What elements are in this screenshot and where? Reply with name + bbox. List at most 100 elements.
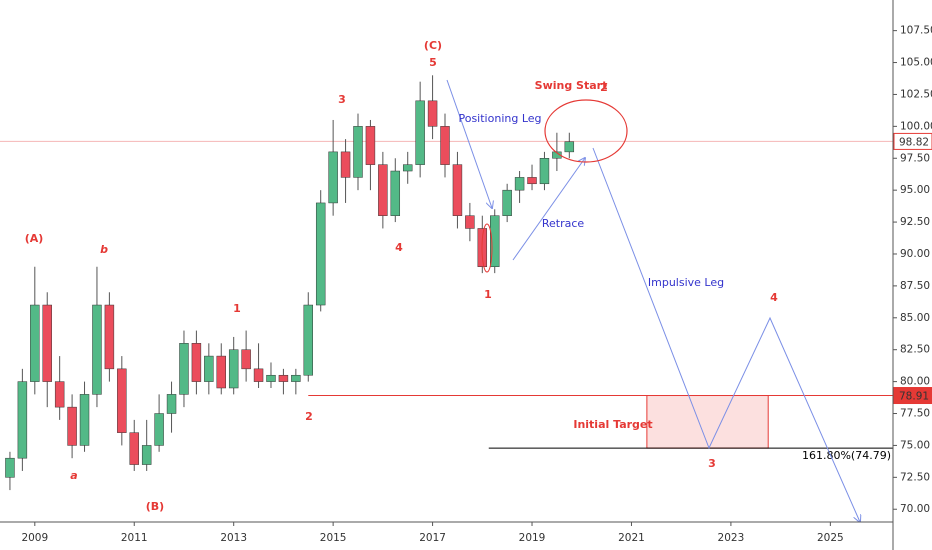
annotations: (A) b a (B) 1 2 3 4 (C) 5 1 Swing Start … bbox=[25, 39, 778, 513]
y-tick-label: 90.00 bbox=[900, 248, 930, 260]
note: Swing Start bbox=[535, 79, 608, 92]
wave-label: 2 bbox=[600, 81, 608, 94]
y-tick-label: 82.50 bbox=[900, 344, 930, 356]
x-tick-label: 2015 bbox=[320, 532, 347, 544]
wave-label: 4 bbox=[770, 291, 778, 304]
candle-body bbox=[365, 126, 376, 165]
candle-body bbox=[42, 304, 52, 382]
candle-body bbox=[539, 158, 550, 185]
candle-body bbox=[514, 177, 525, 191]
candle-body bbox=[266, 374, 276, 382]
y-tick-label: 75.00 bbox=[900, 439, 930, 451]
plot: 161.80%(74.79) bbox=[0, 75, 893, 491]
candle-body bbox=[527, 177, 537, 185]
candle-body bbox=[67, 406, 77, 446]
wave-label: 3 bbox=[708, 457, 716, 470]
candle-body bbox=[390, 170, 401, 216]
candle-body bbox=[216, 355, 226, 389]
candle-body bbox=[402, 164, 413, 172]
candle-body bbox=[303, 304, 313, 376]
wave-label: (C) bbox=[424, 39, 442, 52]
wave-label: 3 bbox=[338, 93, 346, 106]
candle-body bbox=[5, 457, 15, 478]
candle-body bbox=[278, 374, 289, 382]
wave-label: 5 bbox=[429, 56, 437, 69]
wave-label: 1 bbox=[484, 288, 492, 301]
wave-label: a bbox=[70, 469, 77, 482]
candle-body bbox=[502, 189, 512, 216]
candle-body bbox=[141, 445, 152, 465]
y-tick-label: 95.00 bbox=[900, 184, 930, 196]
candle-body bbox=[552, 151, 562, 159]
y-tick-label: 87.50 bbox=[900, 280, 930, 292]
y-tick-label: 77.50 bbox=[900, 408, 930, 420]
y-tick-label: 97.50 bbox=[900, 152, 930, 164]
y-tick-label: 92.50 bbox=[900, 216, 930, 228]
x-tick-label: 2019 bbox=[519, 532, 546, 544]
low-circle bbox=[481, 223, 493, 273]
wave-label: (A) bbox=[25, 232, 44, 245]
y-tick-label: 105.00 bbox=[900, 57, 932, 69]
candle-body bbox=[54, 381, 65, 408]
y-tick-label: 80.00 bbox=[900, 376, 930, 388]
x-tick-label: 2013 bbox=[220, 532, 247, 544]
x-tick-label: 2011 bbox=[121, 532, 148, 544]
candle-body bbox=[92, 304, 102, 395]
x-tick-label: 2009 bbox=[21, 532, 48, 544]
current-price-label-box bbox=[893, 132, 932, 150]
wave-label: (B) bbox=[146, 500, 164, 513]
candle-body bbox=[291, 374, 301, 382]
x-tick-label: 2017 bbox=[419, 532, 446, 544]
candle-body bbox=[204, 355, 214, 382]
candle-body bbox=[179, 343, 189, 395]
candle-body bbox=[154, 413, 164, 446]
candle-body bbox=[378, 164, 388, 216]
y-tick-label: 85.00 bbox=[900, 312, 930, 324]
candle-body bbox=[465, 215, 475, 229]
candle-body bbox=[241, 349, 251, 370]
candle-body bbox=[452, 164, 463, 216]
drawings bbox=[446, 79, 860, 522]
candle-body bbox=[315, 202, 326, 306]
retrace-arrow bbox=[512, 158, 585, 261]
y-tick-label: 72.50 bbox=[900, 471, 930, 483]
x-tick-label: 2021 bbox=[618, 532, 645, 544]
current-price-label: 98.82 bbox=[899, 136, 929, 148]
candle-body bbox=[117, 368, 127, 433]
candle-body bbox=[440, 126, 450, 165]
candle-body bbox=[17, 381, 28, 459]
candle-body bbox=[415, 100, 425, 165]
candle-body bbox=[253, 368, 264, 382]
projection-path bbox=[592, 147, 860, 522]
swing-circle bbox=[544, 99, 628, 163]
positioning-arrow bbox=[446, 79, 492, 208]
candle-body bbox=[328, 151, 338, 204]
candle-body bbox=[104, 304, 115, 370]
fib-label: 161.80%(74.79) bbox=[802, 449, 891, 462]
candle-body bbox=[564, 141, 575, 153]
candle-body bbox=[353, 126, 363, 178]
target-label-box bbox=[893, 387, 932, 405]
candle-body bbox=[166, 394, 177, 414]
y-tick-label: 107.50 bbox=[900, 25, 932, 37]
note: Positioning Leg bbox=[458, 112, 541, 125]
note: Initial Target bbox=[573, 418, 652, 431]
y-tick-label: 102.50 bbox=[900, 88, 932, 100]
wave-label: 2 bbox=[305, 410, 313, 423]
candle-body bbox=[228, 349, 239, 389]
candle-body bbox=[79, 394, 90, 446]
candle-body bbox=[30, 304, 40, 382]
time-axis-bg bbox=[0, 522, 893, 550]
x-tick-label: 2023 bbox=[718, 532, 745, 544]
candle-body bbox=[191, 343, 202, 382]
y-tick-label: 100.00 bbox=[900, 120, 932, 132]
wave-label: 4 bbox=[395, 241, 403, 254]
note: Impulsive Leg bbox=[648, 276, 724, 289]
candle-body bbox=[490, 215, 500, 267]
target-label: 78.91 bbox=[899, 391, 929, 403]
wave-label: 1 bbox=[233, 302, 241, 315]
candle-body bbox=[427, 100, 438, 127]
wave-label: b bbox=[100, 243, 108, 256]
